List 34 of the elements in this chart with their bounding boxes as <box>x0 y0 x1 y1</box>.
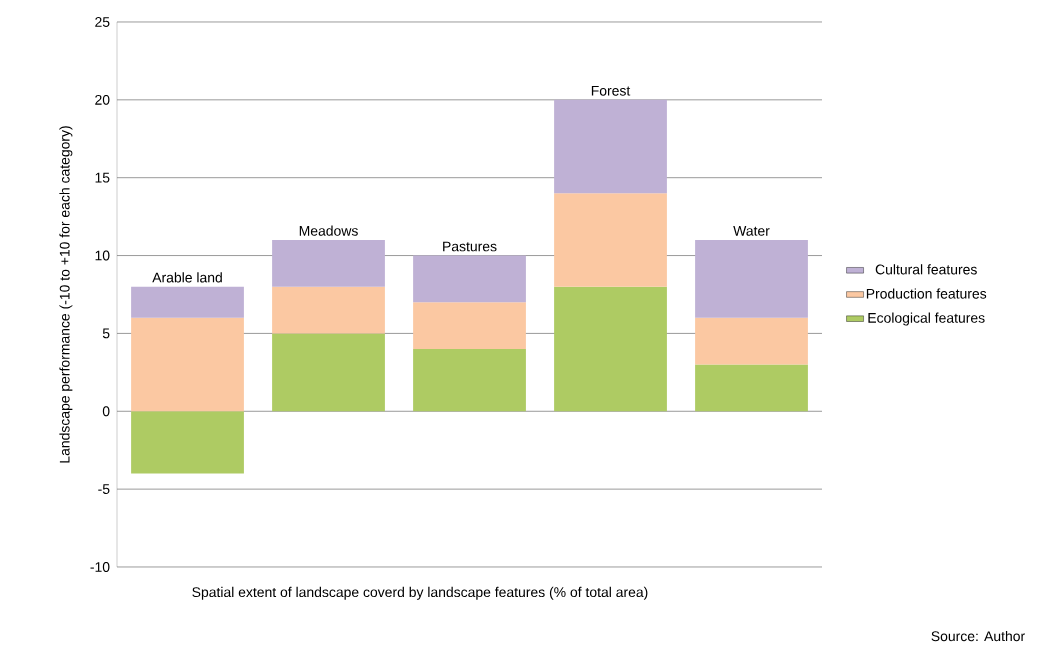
x-tick-label: Meadows <box>299 225 358 236</box>
x-tick-label: Pastures <box>443 241 497 252</box>
bar <box>554 286 667 412</box>
y-tick-label: 25 <box>95 17 110 27</box>
x-axis-title: Spatial extent of landscape coverd by landscape features (% of total area) <box>192 586 648 600</box>
x-tick-label: Arable land <box>152 272 222 283</box>
bar <box>695 239 808 318</box>
legend-label: Production features <box>866 288 987 299</box>
y-tick-label: 10 <box>95 250 110 261</box>
bar <box>131 286 244 318</box>
bar <box>413 255 526 303</box>
bar <box>413 302 526 349</box>
y-tick-label: 20 <box>95 94 110 105</box>
y-axis-title: Landscape performance (-10 to +10 for each category) <box>59 126 73 463</box>
bar <box>554 193 667 287</box>
bar <box>272 333 385 412</box>
source-note: Source: Author <box>931 630 1025 642</box>
y-tick-label: 0 <box>102 406 110 417</box>
legend-label: Cultural features <box>875 264 977 275</box>
bar <box>272 239 385 287</box>
x-tick-label: Forest <box>591 85 631 96</box>
x-tick-label: Water <box>733 226 770 236</box>
bar <box>131 411 244 474</box>
bar <box>554 99 667 194</box>
y-tick-label: -5 <box>98 484 110 494</box>
bar <box>131 317 244 412</box>
y-tick-label: 15 <box>95 172 110 183</box>
y-tick-label: 5 <box>102 328 110 339</box>
bar <box>695 317 808 365</box>
bar <box>413 348 526 412</box>
legend-label: Ecological features <box>868 312 985 326</box>
bar <box>272 286 385 334</box>
bar <box>695 364 808 412</box>
y-tick-label: -10 <box>90 562 110 572</box>
